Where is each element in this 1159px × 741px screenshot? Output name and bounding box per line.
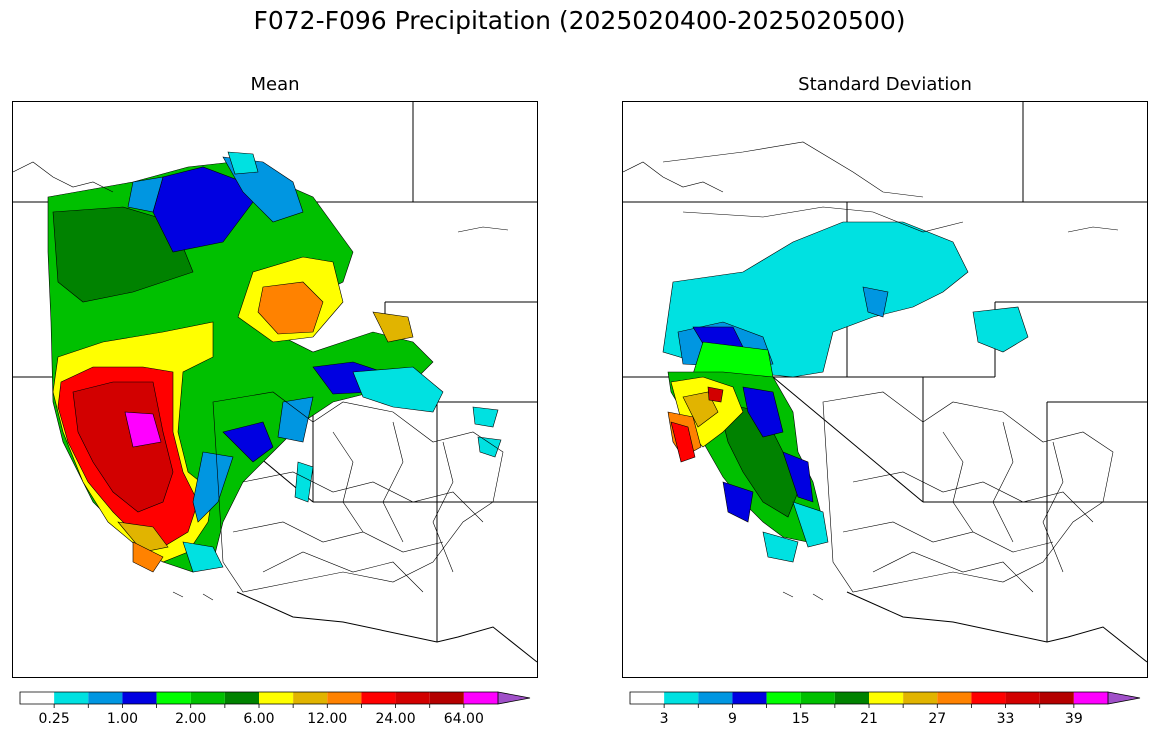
colorbar-segment [698,692,733,704]
colorbar-tick-label: 64.00 [443,711,484,727]
map-mean [12,101,538,678]
colorbar-tick-label: 15 [791,711,810,727]
colorbar-segment [259,692,294,704]
panel-title-mean: Mean [250,74,300,95]
colorbar-segment [800,692,835,704]
colorbar-segment [1039,692,1074,704]
colorbar-segment [937,692,972,704]
colorbar-tick-label: 9 [727,711,737,727]
colorbar-segment [156,692,191,704]
colorbar-tick-label: 3 [659,711,669,727]
colorbar-tick-label: 33 [996,711,1015,727]
colorbar-segment [327,692,362,704]
colorbar-segment [463,692,498,704]
colorbar-tick-label: 0.25 [38,711,70,727]
colorbar-tick-label: 27 [928,711,947,727]
panel-title-standard-deviation: Standard Deviation [798,74,972,95]
colorbar-tick-label: 2.00 [175,711,207,727]
figure-title: F072-F096 Precipitation (2025020400-2025… [253,6,906,35]
colorbar-segment [630,692,665,704]
colorbar-tick-label: 6.00 [243,711,275,727]
colorbar-mean [19,689,531,708]
colorbar-segment [869,692,904,704]
colorbar-segment [429,692,464,704]
colorbar-segment [664,692,699,704]
colorbar-segment [766,692,801,704]
colorbar-segment [1005,692,1040,704]
colorbar-segment [395,692,430,704]
colorbar-tick-label: 39 [1064,711,1083,727]
colorbar-segment [190,692,225,704]
colorbar-segment [54,692,89,704]
colorbar-segment [122,692,157,704]
colorbar-segment [293,692,328,704]
colorbar-segment [971,692,1006,704]
colorbar-segment [361,692,396,704]
map-standard-deviation [622,101,1148,678]
colorbar-tick-label: 1.00 [106,711,139,727]
colorbar-tick-label: 21 [860,711,878,727]
colorbar-segment [1073,692,1108,704]
colorbar-segment [834,692,869,704]
colorbar-segment [224,692,259,704]
colorbar-tick-label: 24.00 [375,711,416,727]
colorbar-segment [20,692,55,704]
colorbar-extend-arrow [1107,691,1141,705]
colorbar-standard-deviation [629,689,1141,708]
colorbar-extend-arrow [497,691,531,705]
colorbar-segment [88,692,123,704]
colorbar-tick-label: 12.00 [307,711,348,727]
colorbar-segment [732,692,767,704]
colorbar-segment [903,692,938,704]
